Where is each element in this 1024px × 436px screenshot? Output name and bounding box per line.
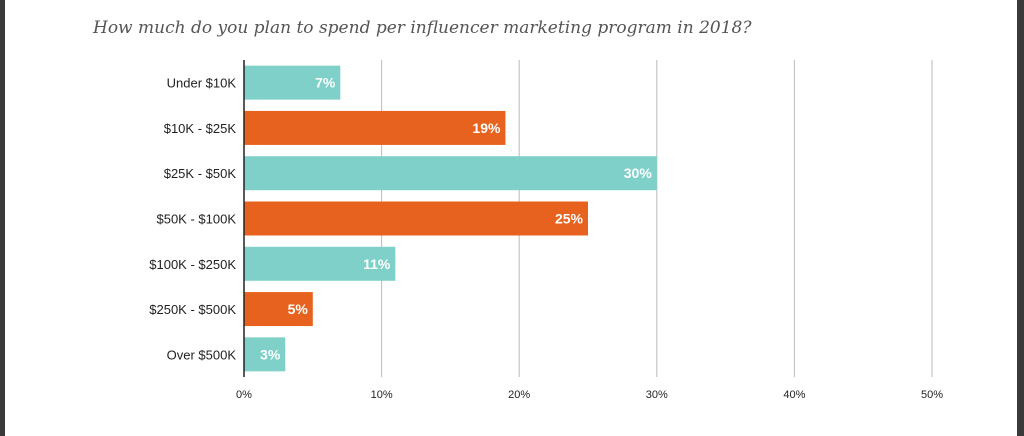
category-label: $100K - $250K: [149, 257, 236, 272]
category-label: Over $500K: [167, 347, 237, 362]
data-label: 30%: [624, 165, 653, 181]
data-label: 5%: [288, 301, 309, 317]
category-label: $25K - $50K: [164, 166, 237, 181]
data-label: 11%: [363, 256, 391, 272]
bar: [244, 110, 506, 145]
bar: [244, 246, 396, 281]
bar: [244, 65, 341, 100]
bar: [244, 292, 313, 327]
bar: [244, 156, 657, 191]
data-label: 3%: [260, 346, 281, 362]
x-tick-label: 50%: [921, 389, 943, 401]
x-tick-label: 10%: [371, 389, 393, 401]
x-tick-label: 0%: [236, 389, 252, 401]
right-window-edge: [1017, 0, 1024, 436]
bar: [244, 337, 286, 372]
data-label: 25%: [555, 211, 584, 227]
chart-title: How much do you plan to spend per influe…: [93, 18, 752, 38]
category-label: $50K - $100K: [156, 212, 236, 227]
data-label: 19%: [472, 120, 501, 136]
x-tick-label: 40%: [783, 389, 805, 401]
category-label: $10K - $25K: [164, 121, 237, 136]
bar: [244, 201, 588, 236]
data-label: 7%: [315, 75, 336, 91]
category-label: $250K - $500K: [149, 302, 236, 317]
left-window-edge: [0, 0, 5, 436]
category-label: Under $10K: [167, 76, 237, 91]
x-tick-label: 20%: [508, 389, 530, 401]
x-tick-label: 30%: [646, 389, 668, 401]
